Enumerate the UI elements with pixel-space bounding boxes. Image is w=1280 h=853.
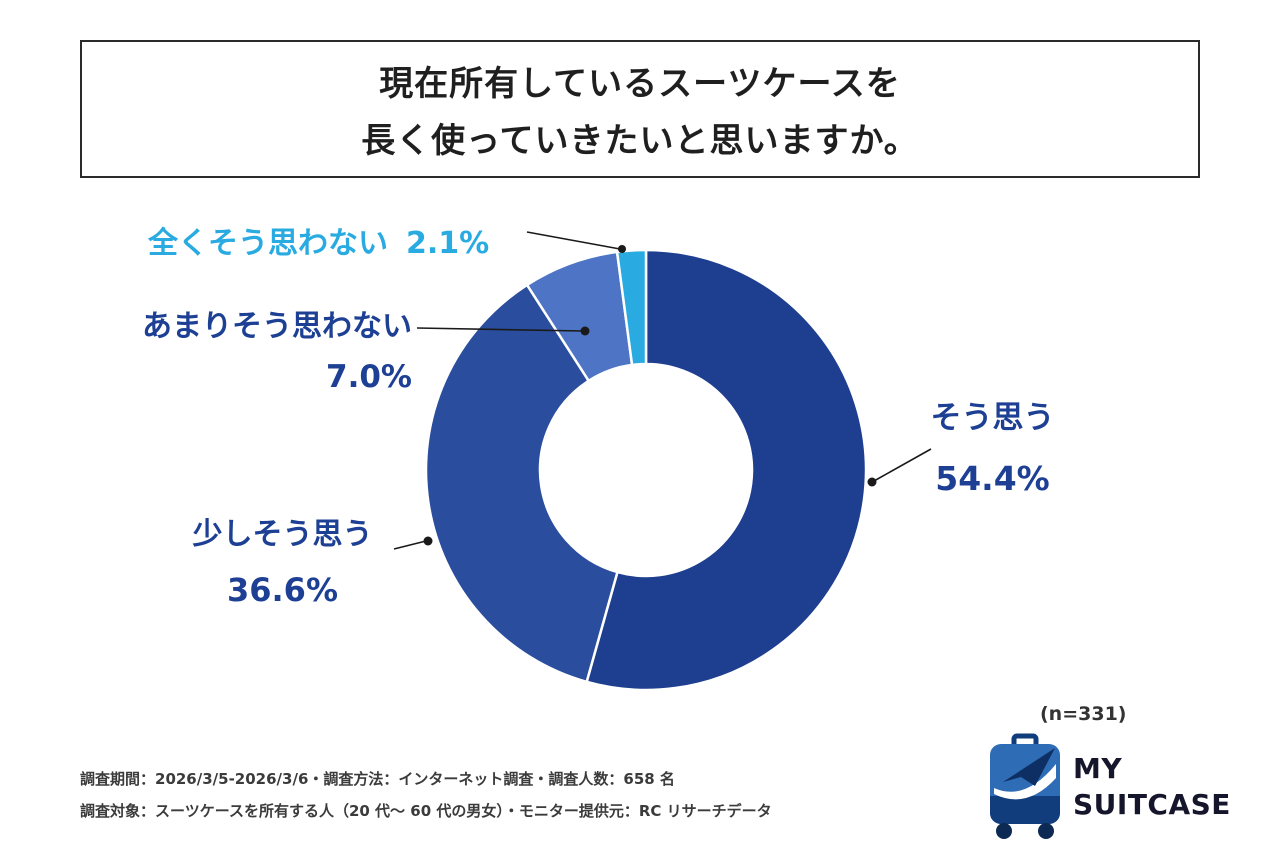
slice-label-rather-not: あまりそう思わない	[142, 309, 412, 344]
label-block-somewhat-agree: 少しそう思う 36.6%	[180, 517, 385, 609]
leader-line-agree	[873, 448, 932, 482]
donut-slices	[424, 248, 868, 692]
leader-dot-somewhat-agree	[423, 536, 433, 546]
label-block-rather-not: あまりそう思わない 7.0%	[112, 308, 412, 396]
slice-value-strongly-disagree: 2.1%	[406, 226, 490, 261]
slice-value-somewhat-agree: 36.6%	[226, 571, 338, 609]
footnote-line2: 調査対象：スーツケースを所有する人（20 代〜 60 代の男女）・モニター提供元…	[80, 802, 772, 821]
slice-label-agree: そう思う	[930, 400, 1055, 436]
leader-line-strongly-disagree	[526, 231, 621, 250]
chart-title-line2: 長く使っていきたいと思いますか。	[361, 121, 919, 161]
logo-text: MY SUITCASE	[1073, 751, 1231, 824]
logo-text-line2: SUITCASE	[1073, 788, 1231, 821]
suitcase-handle	[1011, 733, 1039, 744]
donut-slice-4	[615, 248, 648, 367]
label-block-strongly-disagree: 全くそう思わない 2.1%	[148, 218, 489, 262]
suitcase-wheel-right	[1038, 823, 1054, 839]
label-block-agree: そう思う 54.4%	[920, 400, 1065, 499]
brand-logo: MY SUITCASE	[985, 732, 1231, 842]
airplane-swoosh	[994, 764, 1056, 800]
chart-title-line1: 現在所有しているスーツケースを	[379, 64, 901, 104]
survey-footnote: 調査期間：2026/3/5-2026/3/6・調査方法：インターネット調査・調査…	[80, 763, 772, 828]
donut-slice-1	[585, 248, 868, 692]
slice-label-strongly-disagree: 全くそう思わない	[148, 226, 388, 261]
sample-size-note: (n=331)	[1040, 703, 1127, 725]
donut-slice-2	[424, 283, 619, 684]
title-box: 現在所有しているスーツケースを 長く使っていきたいと思いますか。	[80, 40, 1200, 178]
slice-value-rather-not: 7.0%	[326, 358, 412, 395]
leader-dot-strongly-disagree	[618, 245, 626, 253]
footnote-line1: 調査期間：2026/3/5-2026/3/6・調査方法：インターネット調査・調査…	[80, 770, 675, 788]
leader-line-somewhat-agree	[393, 540, 427, 550]
suitcase-bottom	[990, 796, 1060, 824]
logo-text-line1: MY	[1073, 751, 1123, 785]
suitcase-wheel-left	[996, 823, 1012, 839]
airplane-icon	[1003, 748, 1055, 786]
leader-lines	[393, 231, 932, 550]
slice-value-agree: 54.4%	[935, 459, 1050, 499]
leader-line-rather-not	[416, 327, 584, 332]
slice-label-somewhat-agree: 少しそう思う	[192, 517, 373, 552]
leader-dot-rather-not	[580, 326, 590, 336]
leader-dot-agree	[867, 477, 877, 487]
suitcase-logo-icon	[990, 733, 1060, 839]
